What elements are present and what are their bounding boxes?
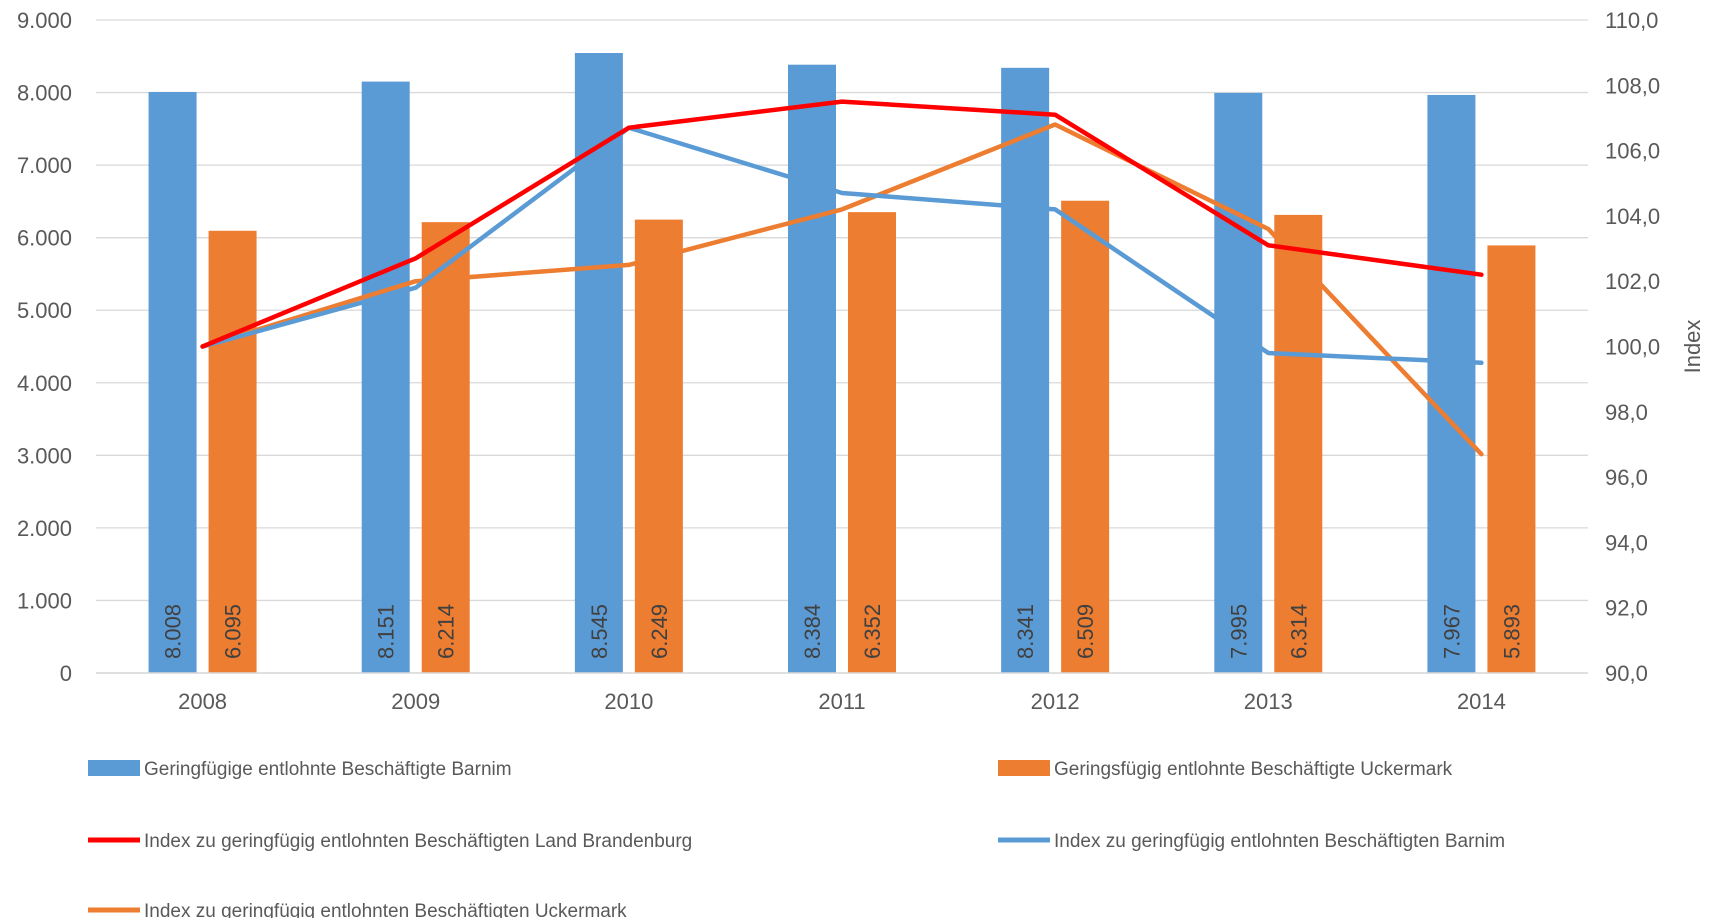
series-line [200,99,1484,349]
legend-swatch [88,760,140,776]
bar [788,64,836,674]
y-right-tick-label: 104,0 [1605,204,1660,229]
x-tick-label: 2014 [1457,689,1506,714]
y-right-tick-label: 90,0 [1605,661,1648,686]
x-tick-label: 2012 [1031,689,1080,714]
bar [421,222,470,673]
axes: 0 1.000 2.000 3.000 4.000 5.000 6.000 7.000 8.00… [17,8,1705,714]
y-left-tick-label: 0 [60,661,72,686]
bar [1001,67,1050,674]
x-tick-label: 2009 [391,689,440,714]
legend: Geringfügige entlohnte Beschäftigte Barn… [88,759,1505,918]
y-right-tick-label: 92,0 [1605,596,1648,621]
y-left-tick-label: 4.000 [17,371,72,396]
legend-label: Geringfügige entlohnte Beschäftigte Barn… [144,759,512,780]
bar [208,230,257,673]
legend-label: Index zu geringfügig entlohnten Beschäft… [144,901,627,918]
series-line [200,122,1484,457]
y-right-tick-label: 96,0 [1605,465,1648,490]
legend-label: Index zu geringfügig entlohnten Beschäft… [1054,831,1505,852]
gridlines [96,19,1588,674]
bar-data-label: 8.008 [161,604,186,659]
legend-label: Geringsfügig entlohnte Beschäftigte Ucke… [1054,759,1453,780]
bar [634,219,683,673]
y-right-tick-label: 94,0 [1605,530,1648,555]
y-left-tick-label: 2.000 [17,516,72,541]
x-tick-label: 2008 [178,689,227,714]
bar-data-label: 6.352 [860,604,885,659]
legend-label: Index zu geringfügig entlohnten Beschäft… [144,831,692,852]
bar-data-label: 5.893 [1499,604,1524,659]
y-left-tick-label: 5.000 [17,298,72,323]
bar [1427,94,1476,673]
bar-data-label: 7.995 [1226,604,1251,659]
bar-data-label: 6.214 [434,604,459,659]
y-right-tick-label: 110,0 [1605,8,1658,33]
bar [1487,245,1536,673]
y-right-tick-label: 102,0 [1605,269,1660,294]
x-tick-label: 2011 [818,689,865,714]
y-left-tick-label: 8.000 [17,81,72,106]
bar [148,91,197,674]
y-left-tick-label: 1.000 [17,588,72,613]
bar-data-label: 6.509 [1073,604,1098,659]
bar [361,81,410,673]
x-tick-label: 2010 [604,689,653,714]
bar-group: 8.008 8.151 8.545 8.384 8.341 7.995 7.967 6.095… [148,53,1536,674]
y-right-tick-label: 100,0 [1605,335,1660,360]
line-group [200,99,1484,457]
bar-data-label: 6.249 [647,604,672,659]
y-right-tick-label: 98,0 [1605,400,1648,425]
bar-data-label: 8.545 [587,604,612,659]
legend-swatch [998,760,1050,776]
bar [1061,200,1110,673]
y-right-tick-label: 108,0 [1605,73,1660,98]
bar [1274,214,1323,673]
y-right-axis-title: Index [1680,320,1705,374]
bar-data-label: 8.151 [374,604,399,659]
bar-data-label: 6.095 [221,604,246,659]
y-right-tick-label: 106,0 [1605,139,1660,164]
bar-data-label: 8.341 [1013,604,1038,659]
y-left-tick-label: 6.000 [17,226,72,251]
bar [1214,92,1263,673]
y-left-tick-label: 3.000 [17,443,72,468]
series-line [200,125,1484,366]
y-left-tick-label: 9.000 [17,8,72,33]
bar [848,212,896,673]
bar-data-label: 6.314 [1286,604,1311,659]
y-left-tick-label: 7.000 [17,153,72,178]
bar-data-label: 8.384 [800,604,825,659]
x-tick-label: 2013 [1244,689,1293,714]
bar-data-label: 7.967 [1439,604,1464,659]
